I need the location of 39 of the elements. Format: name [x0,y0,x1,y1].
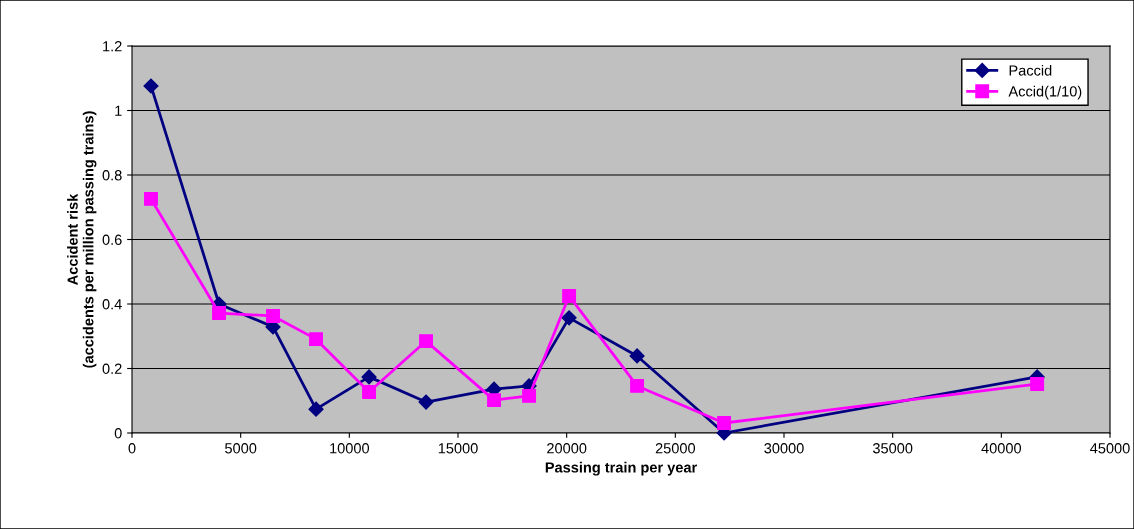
point [212,306,226,320]
point [362,385,376,399]
legend-label: Paccid [1009,64,1052,76]
x-tick-label: 15000 [438,443,478,454]
point [266,308,280,323]
point [361,369,377,385]
y-tick-label: 0.8 [102,170,122,181]
point [419,334,433,349]
point [629,348,645,364]
point [717,416,732,430]
point [418,394,434,410]
point [1030,377,1045,391]
point [522,388,537,403]
x-tick-label: 0 [128,443,136,454]
y-tick-label: 1 [115,105,122,116]
y-tick-label: 0.6 [102,234,122,245]
x-tick-label: 25000 [655,443,696,454]
y-tick-label: 0.2 [102,363,122,374]
point [144,191,158,206]
y-tick-label: 1.2 [103,41,122,52]
x-axis-title: Passing train per year [545,461,697,476]
point [308,401,324,417]
point [562,288,577,303]
x-tick-label: 5000 [225,443,257,454]
y-axis-title: Accident risk (accidents per million passing trains) [67,111,97,368]
point [630,378,645,393]
x-tick-label: 40000 [981,443,1022,454]
legend-label: Accid(1/10) [1008,85,1082,100]
point [143,78,159,94]
x-tick-label: 30000 [764,443,804,454]
x-tick-label: 10000 [330,443,370,454]
x-tick-label: 20000 [547,443,587,454]
point [309,332,323,347]
x-tick-label: 35000 [872,443,913,454]
x-tick-label: 45000 [1090,443,1130,454]
y-tick-label: 0 [114,428,122,439]
y-tick-label: 0.4 [102,299,122,310]
point [487,393,502,408]
point [561,310,577,326]
